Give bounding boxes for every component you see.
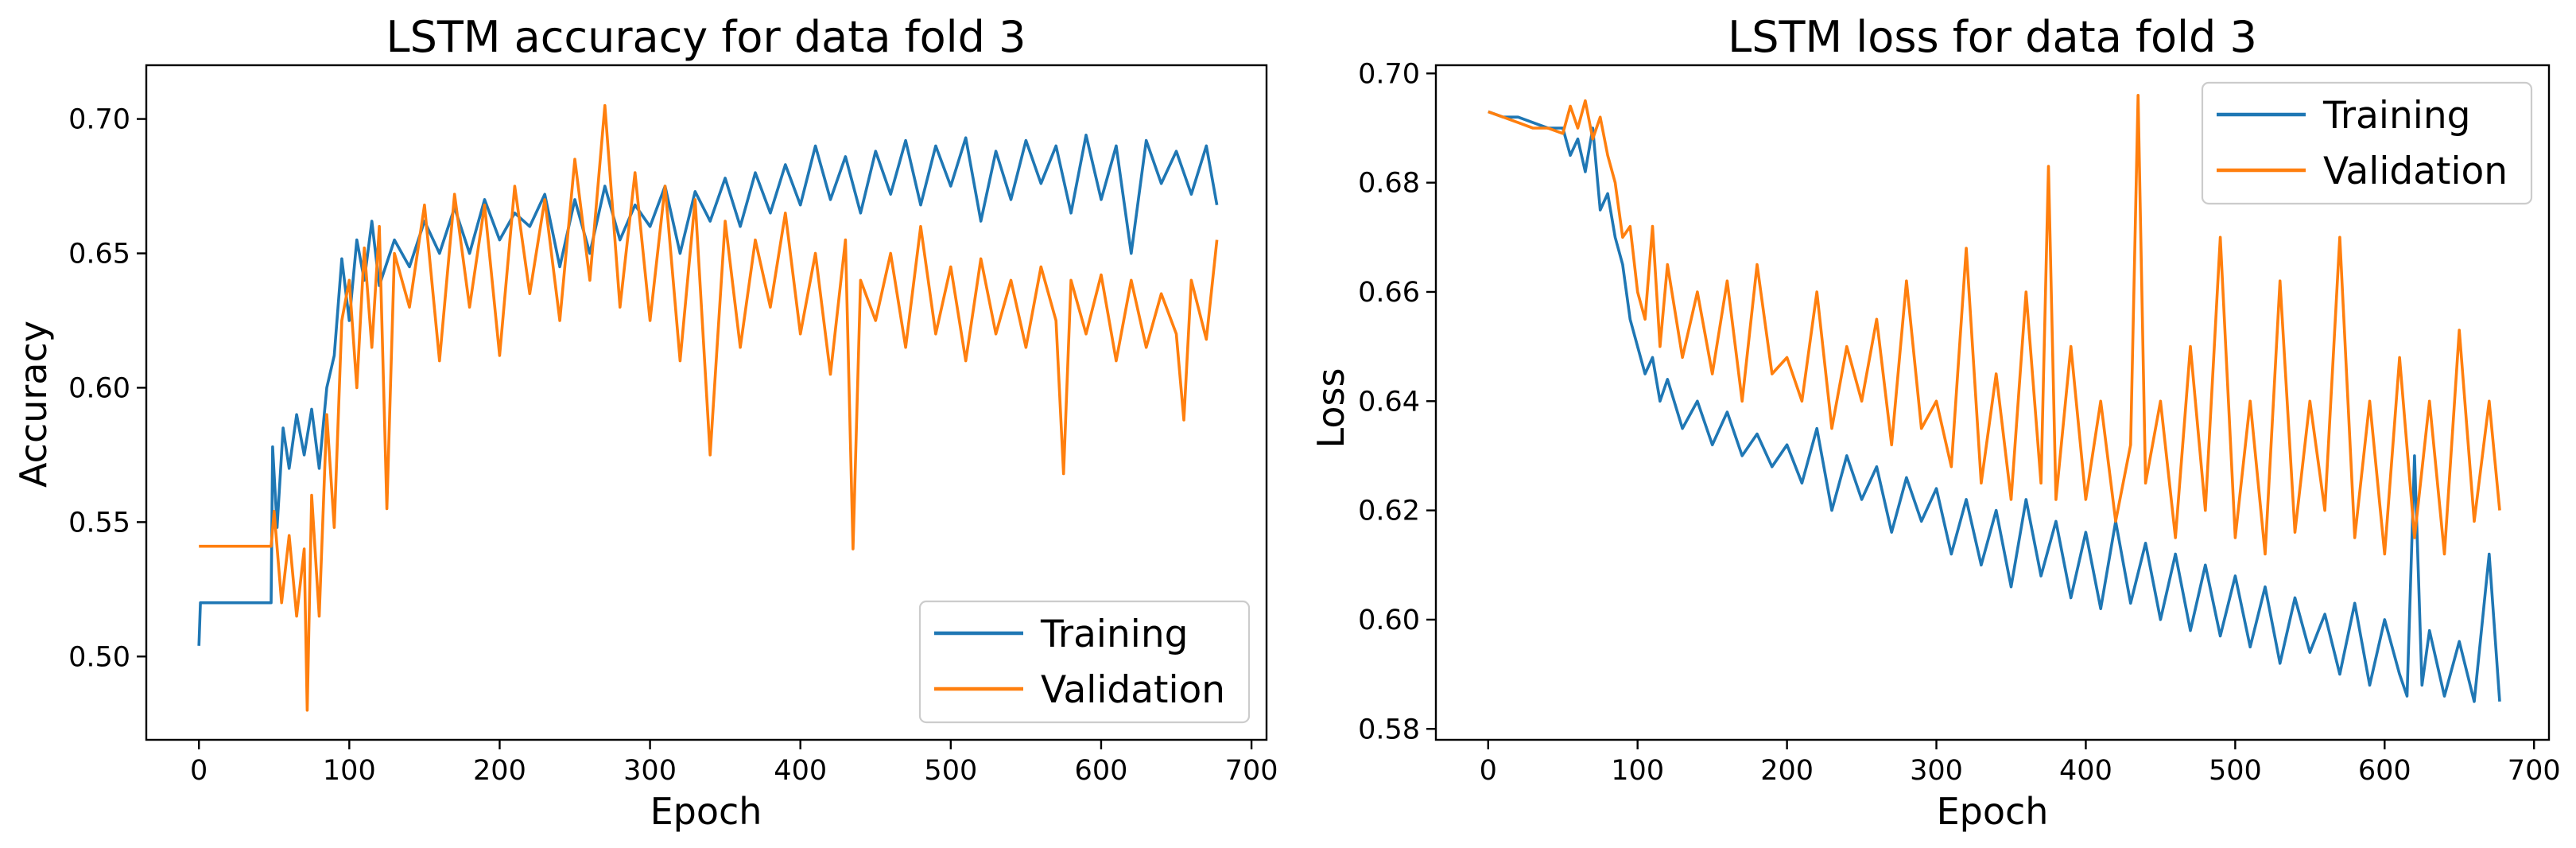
x-tick-label: 200 [473, 755, 526, 787]
accuracy-chart: LSTM accuracy for data fold 3 0 100 200 300… [12, 12, 1278, 833]
y-tick-label: 0.55 [68, 507, 130, 539]
y-axis-label: Loss [1309, 368, 1352, 449]
x-axis-label: Epoch [1937, 790, 2049, 833]
legend-label-training: Training [2322, 94, 2470, 138]
y-tick-label: 0.60 [68, 372, 130, 404]
x-tick-label: 400 [2059, 755, 2112, 787]
x-tick-label: 700 [2508, 755, 2561, 787]
x-tick-label: 200 [1760, 755, 1814, 787]
axis-ticks: 0 100 200 300 400 500 600 700 0.58 0.60 0.62 0.64 0.… [1358, 58, 2561, 787]
x-tick-label: 600 [1075, 755, 1128, 787]
series-line-validation [1488, 94, 2501, 556]
legend: Training Validation [918, 600, 1251, 724]
plot-area [1488, 94, 2501, 703]
x-tick-label: 0 [1480, 755, 1497, 787]
x-tick-label: 700 [1225, 755, 1278, 787]
y-tick-label: 0.58 [1358, 714, 1420, 745]
plot-area [197, 103, 1219, 712]
x-tick-label: 400 [774, 755, 827, 787]
x-tick-label: 100 [1611, 755, 1664, 787]
axes-frame [1434, 64, 2551, 741]
axis-ticks: 0 100 200 300 400 500 600 700 0.50 0.55 0.60 0.65 0.… [68, 104, 1278, 787]
series-line-training [197, 134, 1219, 646]
legend: Training Validation [2201, 81, 2533, 205]
y-axis-label: Accuracy [12, 321, 55, 488]
y-tick-label: 0.60 [1358, 605, 1420, 636]
axes-frame [145, 64, 1268, 741]
legend-label-validation: Validation [2323, 150, 2508, 193]
x-axis-label: Epoch [650, 790, 762, 833]
y-tick-label: 0.50 [68, 641, 130, 673]
x-tick-label: 300 [1910, 755, 1963, 787]
legend-label-training: Training [1040, 613, 1188, 656]
loss-chart: LSTM loss for data fold 3 0 100 200 300 400 5… [1309, 12, 2561, 833]
x-tick-label: 0 [190, 755, 208, 787]
y-tick-label: 0.62 [1358, 496, 1420, 527]
legend-label-validation: Validation [1041, 668, 1225, 712]
series-line-training [1488, 110, 2501, 703]
x-tick-label: 500 [2209, 755, 2262, 787]
y-tick-label: 0.68 [1358, 168, 1420, 200]
y-tick-label: 0.70 [1358, 58, 1420, 90]
x-tick-label: 600 [2358, 755, 2411, 787]
chart-title: LSTM loss for data fold 3 [1728, 12, 2257, 62]
x-tick-label: 100 [323, 755, 376, 787]
series-line-validation [199, 103, 1219, 712]
y-tick-label: 0.70 [68, 104, 130, 136]
y-tick-label: 0.64 [1358, 386, 1420, 418]
y-tick-label: 0.66 [1358, 277, 1420, 309]
x-tick-label: 500 [924, 755, 977, 787]
chart-title: LSTM accuracy for data fold 3 [386, 12, 1026, 62]
y-tick-label: 0.65 [68, 238, 130, 270]
x-tick-label: 300 [623, 755, 677, 787]
